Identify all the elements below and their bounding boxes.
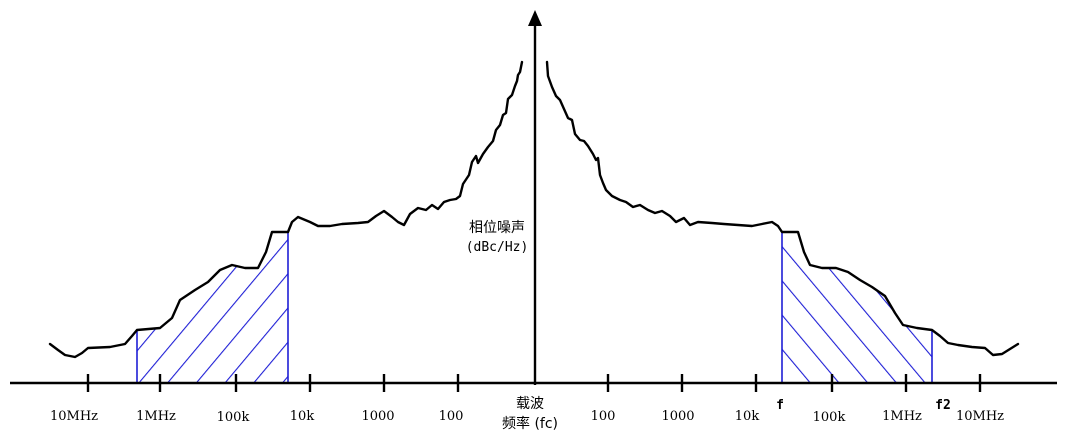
y-axis-label-line1: 相位噪声 <box>469 220 525 236</box>
band-marker-f: f <box>776 398 784 413</box>
phase-noise-curve-right <box>545 60 1020 357</box>
tick-label-left: 10k <box>290 409 315 424</box>
tick-label-right: 100k <box>813 410 846 425</box>
tick-label-right: 10MHz <box>956 409 1004 424</box>
carrier-label-line2: 频率 (fc) <box>502 415 558 432</box>
tick-label-left: 1000 <box>361 409 394 424</box>
tick-marks <box>86 374 982 392</box>
tick-label-left: 10MHz <box>50 409 98 424</box>
phase-noise-curve <box>48 60 524 359</box>
carrier-label-line1: 载波 <box>516 396 544 412</box>
tick-label-right: 10k <box>735 409 760 424</box>
tick-label-right: 1000 <box>661 409 694 424</box>
tick-label-left: 1MHz <box>136 409 176 424</box>
y-axis-label-line2: (dBc/Hz) <box>466 240 529 255</box>
tick-label-right: 1MHz <box>882 409 922 424</box>
band-marker-f2: f2 <box>935 398 951 413</box>
tick-label-left: 100 <box>439 409 464 424</box>
tick-label-left: 100k <box>217 410 250 425</box>
vertical-axis-arrowhead <box>528 10 542 26</box>
tick-label-right: 100 <box>591 409 616 424</box>
